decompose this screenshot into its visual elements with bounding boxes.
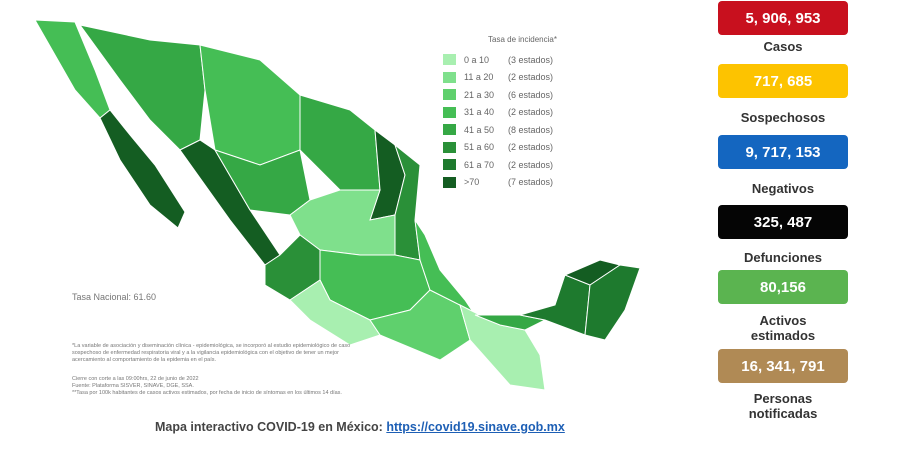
stat-label: Sospechosos: [740, 110, 826, 125]
legend-count: (6 estados): [508, 89, 554, 100]
stat-value: 5, 906, 953: [718, 1, 848, 35]
stat-value: 717, 685: [718, 64, 848, 98]
legend-count: (8 estados): [508, 124, 554, 135]
note: *La variable de asociación y diseminació…: [72, 343, 351, 363]
state: [99, 109, 186, 229]
footer-link[interactable]: https://covid19.sinave.gob.mx: [386, 420, 565, 434]
state: [474, 314, 547, 331]
legend-count: (2 estados): [508, 142, 554, 152]
stat-value: 80,156: [718, 270, 848, 304]
stat-label: Defunciones: [743, 250, 822, 265]
legend-swatch: [443, 89, 456, 100]
stat-value: 16, 341, 791: [718, 349, 848, 383]
national-rate: Tasa Nacional: 61.60: [72, 292, 157, 302]
legend-swatch: [443, 54, 456, 65]
legend-count: (3 estados): [508, 54, 554, 65]
state: [179, 139, 281, 266]
legend-range: 61 a 70: [464, 159, 495, 170]
legend-range: >70: [464, 177, 480, 187]
stat-label: Casos: [763, 39, 803, 54]
legend-range: 31 a 40: [464, 107, 495, 117]
legend-swatch: [443, 106, 456, 118]
legend-item: 21 a 30 (6 estados): [443, 88, 553, 101]
legend-item: 51 a 60 (2 estados): [443, 141, 553, 154]
legend-item: 61 a 70 (2 estados): [443, 158, 553, 171]
map: [34, 19, 641, 391]
legend-count: (2 estados): [508, 107, 554, 117]
state: [459, 304, 546, 391]
legend-item: >70 (7 estados): [443, 176, 553, 189]
stat-label: Personas notificadas: [748, 391, 818, 421]
legend-range: 21 a 30: [464, 89, 495, 100]
legend-title: Tasa de incidencia*: [488, 35, 557, 44]
legend-item: 41 a 50 (8 estados): [443, 123, 553, 136]
legend-count: (2 estados): [508, 72, 554, 82]
legend-swatch: [443, 71, 456, 83]
state: [584, 264, 641, 341]
stat-label: Negativos: [751, 181, 815, 196]
legend-range: 11 a 20: [464, 72, 494, 82]
note: **Tasa por 100k habitantes de casos acti…: [72, 390, 342, 396]
stat-value: 325, 487: [718, 205, 848, 239]
state: [199, 44, 301, 166]
stat-label: Activos estimados: [750, 313, 816, 343]
legend-item: 31 a 40 (2 estados): [443, 106, 553, 119]
legend-item: 0 a 10 (3 estados): [443, 53, 553, 66]
legend-swatch: [443, 141, 456, 153]
legend-count: (2 estados): [508, 159, 554, 170]
legend-count: (7 estados): [508, 177, 554, 187]
footer-text: Mapa interactivo COVID-19 en México:: [155, 420, 383, 434]
legend-swatch: [443, 159, 456, 170]
note: Fuente: Plataforma SISVER, SINAVE, DGE, …: [72, 383, 194, 389]
legend-range: 51 a 60: [464, 142, 495, 152]
legend-item: 11 a 20 (2 estados): [443, 71, 553, 84]
legend-range: 0 a 10: [464, 54, 490, 65]
stat-value: 9, 717, 153: [718, 135, 848, 169]
note: Cierre con corte a las 09:00hrs, 22 de j…: [72, 376, 199, 382]
footer: Mapa interactivo COVID-19 en México: htt…: [155, 420, 565, 434]
legend-swatch: [443, 124, 456, 135]
legend-swatch: [443, 176, 456, 188]
state: [299, 94, 381, 191]
legend-range: 41 a 50: [464, 124, 495, 135]
